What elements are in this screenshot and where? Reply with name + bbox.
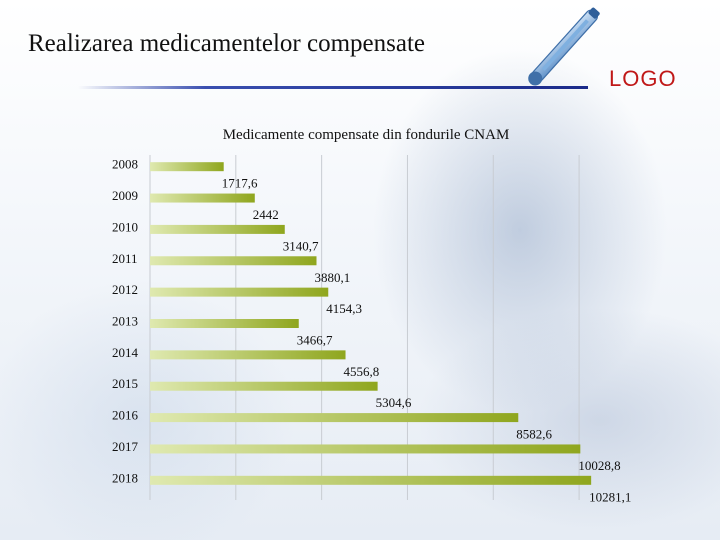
chart-category-labels: 2008 2009 2010 2011 2012 2013 2014 2015 2016 2017… [112, 157, 139, 486]
category-label: 2018 [112, 470, 138, 485]
bar-2010 [150, 224, 285, 234]
bar-2016 [150, 413, 519, 423]
chart-bars [150, 162, 592, 485]
bar-2013 [150, 319, 299, 328]
category-label: 2017 [112, 439, 139, 454]
category-label: 2014 [112, 345, 139, 360]
category-label: 2012 [112, 282, 138, 297]
value-label: 5304,6 [376, 395, 412, 410]
chart-value-labels: 1717,6 2442 3140,7 3880,1 4154,3 3466,7 4556,8… [222, 176, 632, 505]
value-label: 4154,3 [326, 301, 362, 316]
value-label: 3466,7 [297, 333, 333, 348]
bar-2017 [150, 444, 581, 454]
category-label: 2013 [112, 314, 138, 329]
category-label: 2008 [112, 157, 138, 172]
bar-2012 [150, 287, 329, 297]
value-label: 2442 [253, 207, 279, 222]
chart-title: Medicamente compensate din fondurile CNA… [223, 127, 510, 143]
slide-title: Realizarea medicamentelor compensate [28, 30, 426, 57]
value-label: 8582,6 [516, 427, 552, 442]
category-label: 2016 [112, 408, 139, 423]
thermometer-icon [528, 7, 600, 86]
category-label: 2015 [112, 376, 138, 391]
bar-2014 [150, 350, 346, 360]
value-label: 10281,1 [589, 489, 631, 504]
category-label: 2011 [112, 251, 138, 266]
value-label: 3880,1 [314, 270, 350, 285]
category-label: 2009 [112, 188, 138, 203]
value-label: 1717,6 [222, 176, 258, 191]
value-label: 4556,8 [344, 364, 380, 379]
logo: LOGO [609, 66, 677, 91]
bar-2018 [150, 475, 592, 485]
bar-2011 [150, 256, 317, 266]
bar-2015 [150, 381, 378, 391]
bar-2009 [150, 193, 255, 203]
category-label: 2010 [112, 219, 138, 234]
title-underline [78, 86, 588, 89]
value-label: 3140,7 [283, 238, 319, 253]
value-label: 10028,8 [578, 458, 620, 473]
bar-2008 [150, 162, 224, 172]
